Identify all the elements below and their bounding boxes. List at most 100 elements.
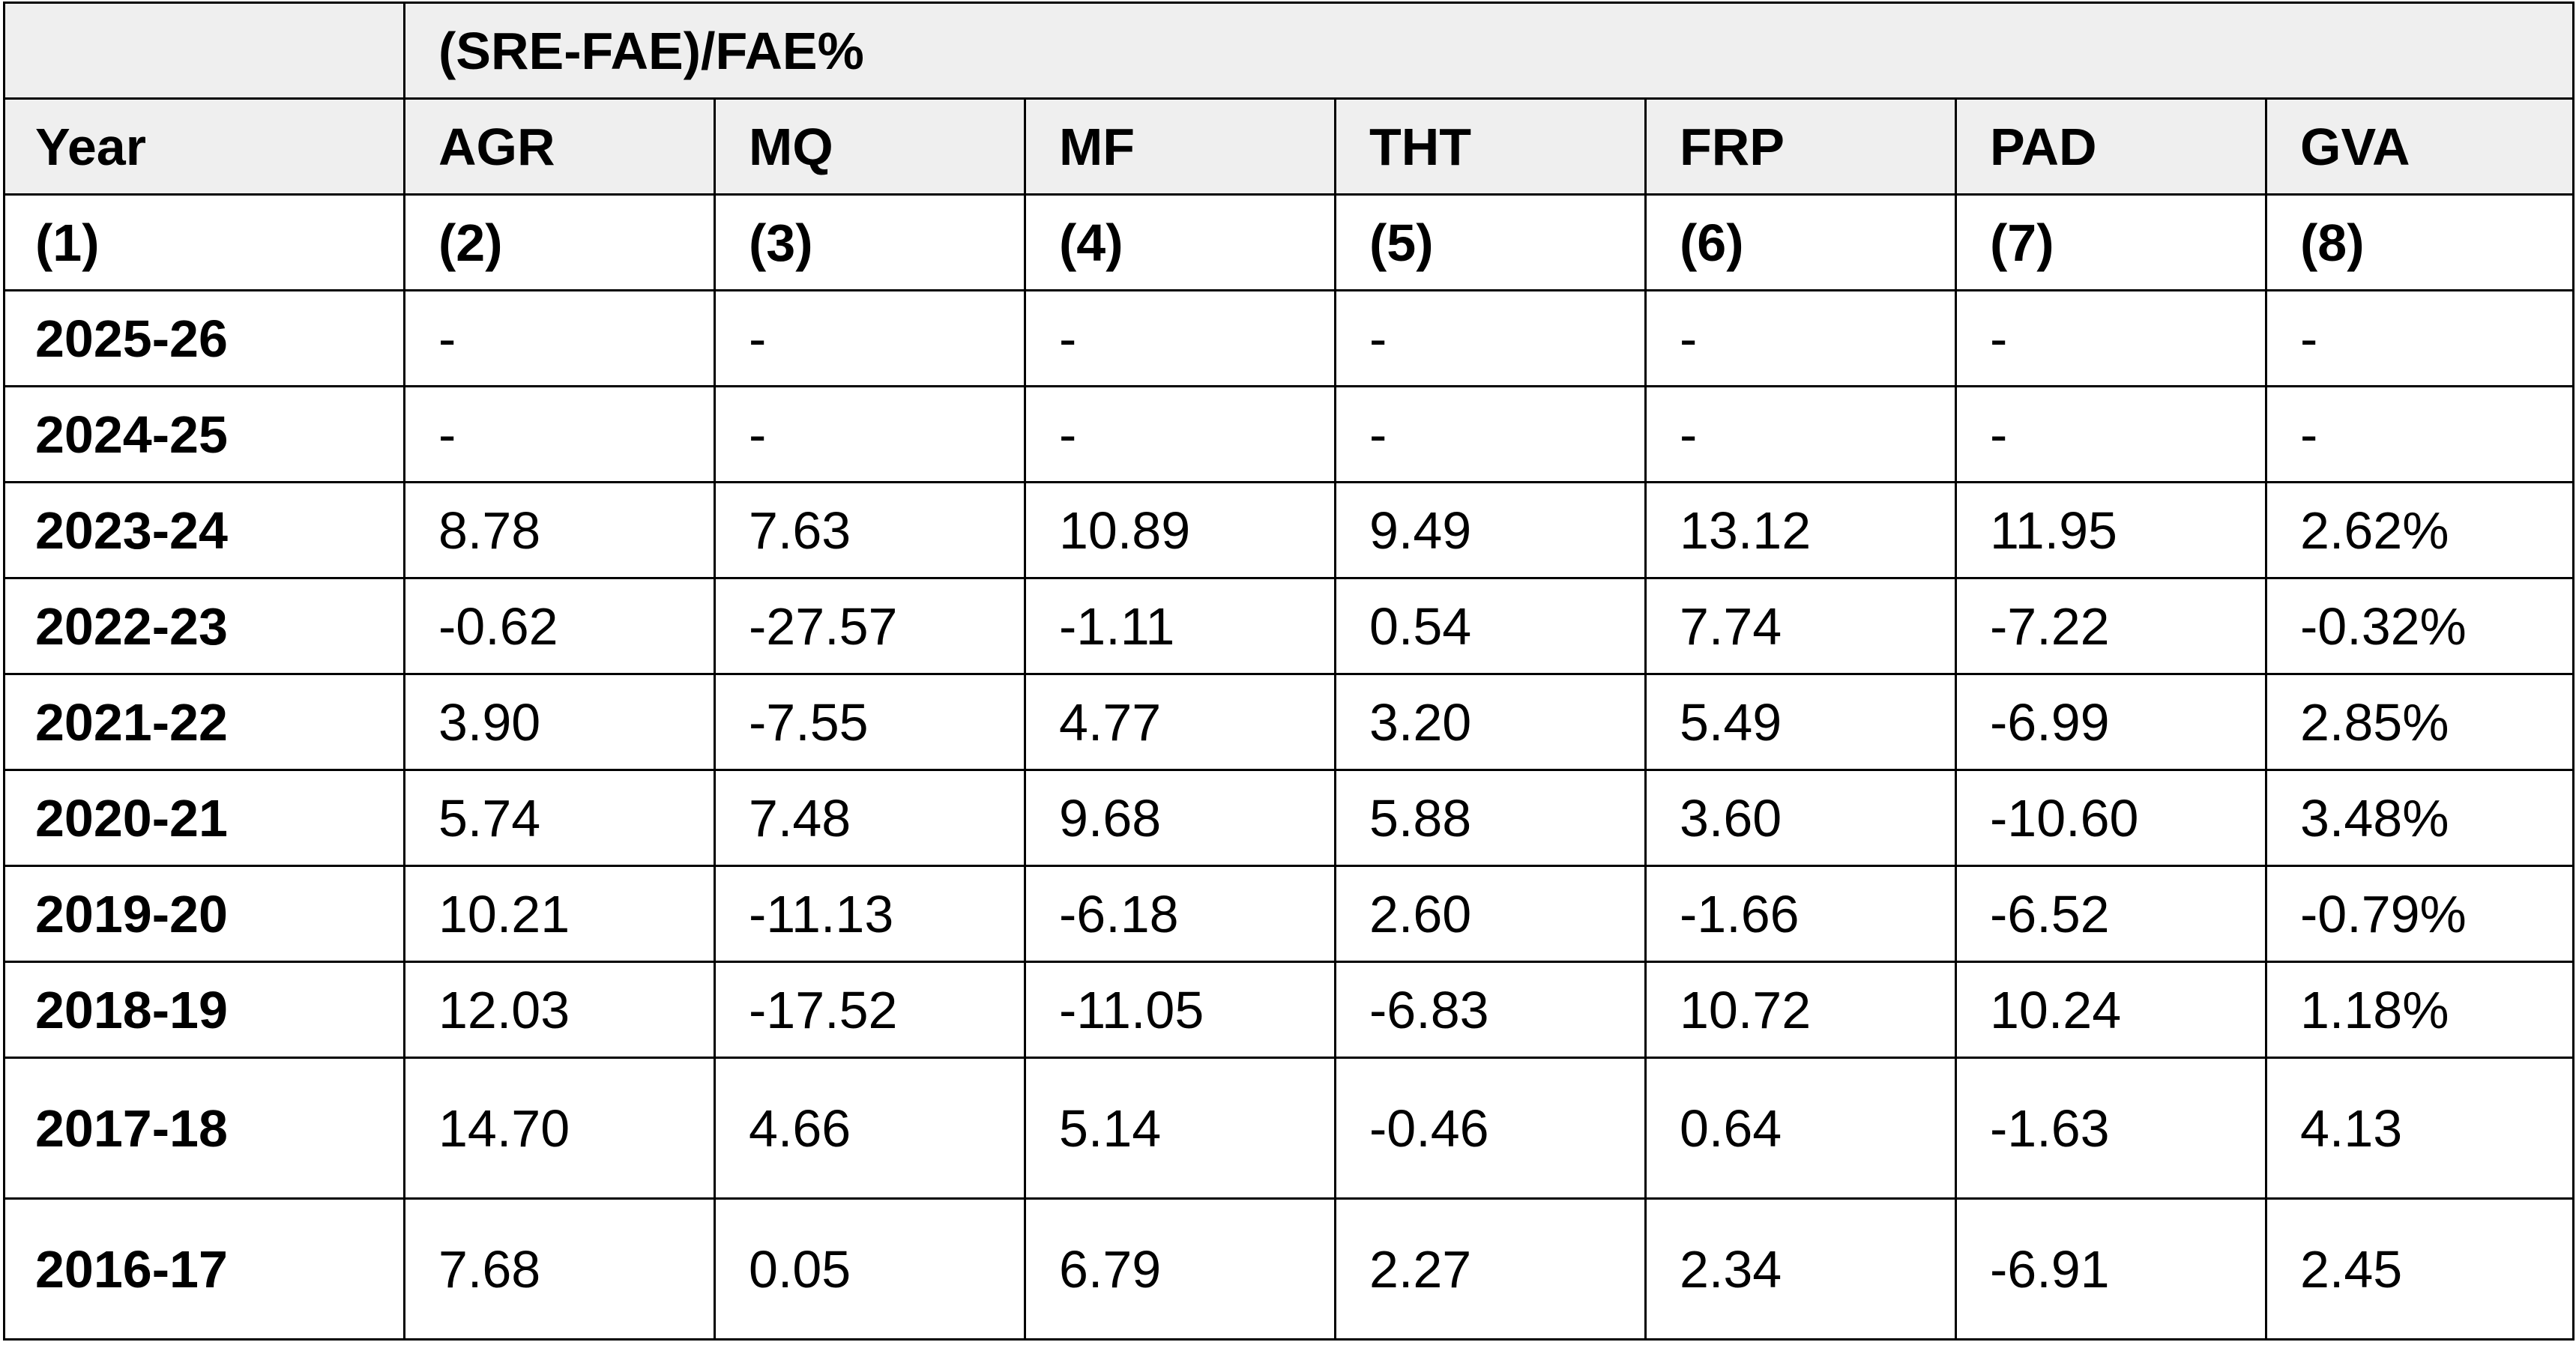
table-row: 2022-23 -0.62 -27.57 -1.11 0.54 7.74 -7.22 -0.3… [3,577,2575,675]
table-cell: -27.57 [714,577,1026,675]
table-cell: - [2264,289,2575,387]
table-row: 2023-24 8.78 7.63 10.89 9.49 13.12 11.95 2.62% [3,481,2575,579]
table-cell: -6.52 [1955,865,2267,963]
table-row: 2018-19 12.03 -17.52 -11.05 -6.83 10.72 10.24 1… [3,961,2575,1059]
table-cell: -6.91 [1955,1197,2267,1341]
table-cell: 7.48 [714,769,1026,867]
column-header-gva: GVA [2264,97,2575,196]
table-cell: - [1334,289,1647,387]
table-cell: -1.66 [1644,865,1957,963]
column-number: (3) [714,193,1026,291]
column-header-pad: PAD [1955,97,2267,196]
table-cell: -11.05 [1024,961,1336,1059]
row-year: 2023-24 [3,481,405,579]
row-year: 2016-17 [3,1197,405,1341]
column-header-tht: THT [1334,97,1647,196]
table-row: 2020-21 5.74 7.48 9.68 5.88 3.60 -10.60 3.48% [3,769,2575,867]
table-row: 2016-17 7.68 0.05 6.79 2.27 2.34 -6.91 2.45 [3,1197,2575,1341]
table-cell: 1.18% [2264,961,2575,1059]
column-header-year: Year [3,97,405,196]
table-cell: 10.24 [1955,961,2267,1059]
table-cell: 8.78 [403,481,716,579]
group-header-row: (SRE-FAE)/FAE% [3,1,2575,100]
table-cell: 0.05 [714,1197,1026,1341]
table-cell: 0.64 [1644,1057,1957,1200]
table-cell: -6.83 [1334,961,1647,1059]
table-cell: 6.79 [1024,1197,1336,1341]
table-cell: 3.20 [1334,673,1647,771]
table-cell: 5.74 [403,769,716,867]
table-cell: - [2264,385,2575,483]
data-table: (SRE-FAE)/FAE% Year AGR MQ MF THT FRP PA… [3,1,2575,1341]
table-row: 2021-22 3.90 -7.55 4.77 3.20 5.49 -6.99 2.85% [3,673,2575,771]
table-cell: 4.13 [2264,1057,2575,1200]
table-cell: -6.18 [1024,865,1336,963]
table-cell: 3.60 [1644,769,1957,867]
table-row: 2024-25- - - - - - - [3,385,2575,483]
table-cell: 2.27 [1334,1197,1647,1341]
table-cell: 14.70 [403,1057,716,1200]
column-number: (5) [1334,193,1647,291]
column-number: (8) [2264,193,2575,291]
corner-cell [3,1,405,100]
table-row: 2019-20 10.21 -11.13 -6.18 2.60 -1.66 -6.52 -0.… [3,865,2575,963]
group-header: (SRE-FAE)/FAE% [402,1,2575,100]
table-cell: 4.77 [1024,673,1336,771]
table-cell: 5.14 [1024,1057,1336,1200]
row-year: 2020-21 [3,769,405,867]
column-header-mf: MF [1024,97,1336,196]
row-year: 2019-20 [3,865,405,963]
table-cell: 4.66 [714,1057,1026,1200]
table-cell: 10.21 [403,865,716,963]
row-year: 2022-23 [3,577,405,675]
table-cell: - [1644,385,1957,483]
table-cell: - [1024,385,1336,483]
table-cell: 5.88 [1334,769,1647,867]
table-cell: 0.54 [1334,577,1647,675]
table-cell: -1.63 [1955,1057,2267,1200]
table-cell: -11.13 [714,865,1026,963]
column-header-frp: FRP [1644,97,1957,196]
table-cell: -17.52 [714,961,1026,1059]
table-cell: - [403,289,716,387]
row-year: 2024-25 [3,385,405,483]
table-cell: - [714,385,1026,483]
table-cell: 10.72 [1644,961,1957,1059]
column-number-row: (1) (2) (3) (4) (5) (6) (7) (8) [3,193,2575,291]
table-cell: - [1955,289,2267,387]
table-cell: - [714,289,1026,387]
column-number: (6) [1644,193,1957,291]
table-cell: 2.45 [2264,1197,2575,1341]
table-cell: - [1334,385,1647,483]
table-cell: 7.63 [714,481,1026,579]
column-header-row: Year AGR MQ MF THT FRP PAD GVA [3,97,2575,196]
table-cell: 13.12 [1644,481,1957,579]
table-cell: 9.68 [1024,769,1336,867]
table-cell: - [1955,385,2267,483]
table-cell: 2.62% [2264,481,2575,579]
table-row: 2017-18 14.70 4.66 5.14 -0.46 0.64 -1.63 4.13 [3,1057,2575,1200]
column-number: (7) [1955,193,2267,291]
row-year: 2018-19 [3,961,405,1059]
table-cell: - [403,385,716,483]
column-number: (1) [3,193,405,291]
table-cell: 3.48% [2264,769,2575,867]
table-cell: - [1024,289,1336,387]
column-number: (4) [1024,193,1336,291]
table-cell: -10.60 [1955,769,2267,867]
table-cell: -7.55 [714,673,1026,771]
table-cell: -6.99 [1955,673,2267,771]
column-header-mq: MQ [714,97,1026,196]
table-cell: -0.32% [2264,577,2575,675]
row-year: 2025-26 [3,289,405,387]
table-cell: 7.74 [1644,577,1957,675]
table-cell: 3.90 [403,673,716,771]
table-cell: 10.89 [1024,481,1336,579]
table-cell: -0.62 [403,577,716,675]
table-row: 2025-26- - - - - - - [3,289,2575,387]
table-cell: 2.85% [2264,673,2575,771]
table-cell: 9.49 [1334,481,1647,579]
column-number: (2) [403,193,716,291]
table-cell: 7.68 [403,1197,716,1341]
table-cell: -0.79% [2264,865,2575,963]
